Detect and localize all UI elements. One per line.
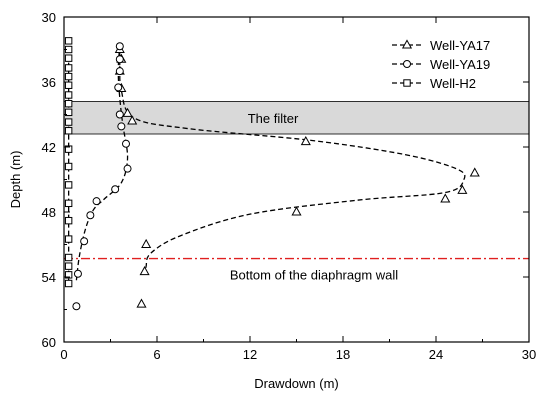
diaphragm-wall-label: Bottom of the diaphragm wall [230,268,398,283]
y-tick-label: 30 [42,10,56,25]
point-well-h2 [64,37,73,45]
point-well-ya19 [115,55,124,64]
point-well-ya19 [123,164,132,173]
legend-marker-well-h2 [403,79,411,87]
point-well-h2 [64,199,73,208]
point-well-h2 [64,99,73,108]
y-tick-label: 48 [42,205,56,220]
point-well-ya17 [457,184,468,194]
x-tick-label: 30 [522,347,536,362]
point-well-ya17 [469,167,480,177]
point-well-ya17 [141,238,152,248]
point-well-h2 [64,118,73,126]
x-tick-label: 6 [153,347,160,362]
legend-marker-well-ya17 [401,39,413,49]
point-well-ya17 [300,135,311,146]
y-tick-label: 42 [42,140,56,155]
y-tick-label: 60 [42,335,56,350]
filter-band [63,101,530,135]
y-axis-label: Depth (m) [8,151,23,209]
point-well-h2 [64,54,73,62]
point-well-ya17 [136,298,147,308]
curve-well-ya17 [119,44,466,274]
curve-well-ya19 [75,44,129,281]
point-well-ya19 [111,185,120,194]
x-axis-label: Drawdown (m) [254,376,339,391]
legend-marker-well-ya19 [403,60,411,68]
point-well-h2 [64,127,73,135]
legend-label-well-ya17: Well-YA17 [430,38,490,53]
reference-line-layer: Bottom of the diaphragm wall [64,257,529,283]
point-well-ya17 [127,115,138,125]
point-well-h2 [64,64,73,72]
legend-label-well-h2: Well-H2 [430,76,476,91]
y-tick-label: 36 [42,75,56,90]
point-well-ya17 [122,107,133,117]
point-well-ya17 [291,206,302,216]
band-layer: The filter [63,101,530,135]
filter-band-label: The filter [248,111,299,126]
point-well-ya19 [114,83,123,92]
point-well-ya19 [115,67,124,76]
point-well-ya19 [73,269,82,278]
point-well-ya19 [122,139,130,148]
point-well-ya19 [117,122,126,131]
legend: Well-YA17 Well-YA19 Well-H2 [392,38,490,91]
point-well-ya19 [92,197,101,206]
x-tick-label: 0 [60,347,67,362]
point-well-ya19 [80,237,89,246]
x-tick-label: 18 [336,347,350,362]
legend-label-well-ya19: Well-YA19 [430,57,490,72]
x-tick-label: 24 [429,347,443,362]
axis-layer: 0 6 12 18 24 30 30 36 42 48 54 60 [42,10,537,362]
point-well-ya19 [86,211,95,220]
point-well-h2 [64,145,73,153]
point-well-h2 [64,108,73,117]
point-well-h2 [64,91,73,99]
curve-layer [68,38,466,286]
point-well-h2 [64,279,73,288]
point-well-ya19 [115,110,124,119]
point-well-h2 [64,181,73,189]
y-tick-label: 54 [42,270,56,285]
point-well-ya17 [139,265,150,276]
point-well-h2 [64,235,73,243]
point-well-h2 [64,271,73,279]
point-well-h2 [64,72,73,81]
point-well-ya19 [72,302,81,311]
point-well-h2 [64,253,73,262]
x-tick-label: 12 [243,347,257,362]
point-well-ya19 [115,42,124,51]
point-well-ya17 [440,193,451,203]
marker-layer [64,37,480,311]
point-well-h2 [64,262,73,270]
point-well-h2 [64,216,73,225]
point-well-h2 [64,81,73,89]
point-well-h2 [64,162,73,171]
